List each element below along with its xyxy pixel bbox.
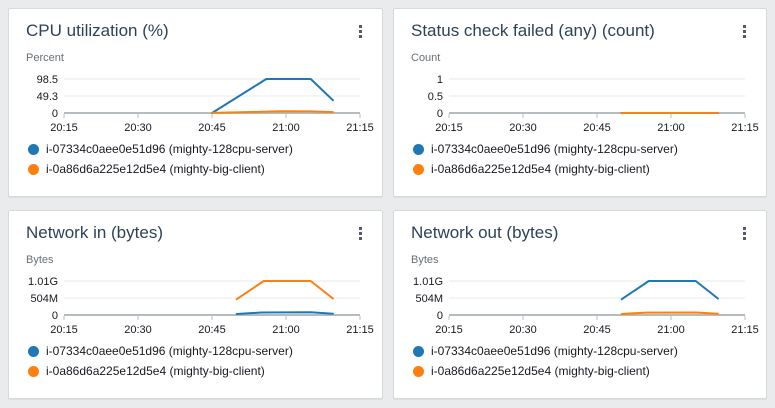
svg-text:504M: 504M [415, 293, 443, 305]
widget-title: Network out (bytes) [411, 223, 559, 242]
svg-text:20:15: 20:15 [435, 324, 463, 336]
y-axis-unit-label: Percent [26, 52, 64, 64]
svg-text:20:15: 20:15 [435, 122, 463, 134]
widget-title: Network in (bytes) [26, 223, 163, 242]
legend-color-dot [413, 346, 424, 357]
legend-item[interactable]: i-07334c0aee0e51d96 (mighty-128cpu-serve… [28, 344, 382, 359]
y-axis-unit-label: Bytes [411, 254, 439, 266]
legend: i-07334c0aee0e51d96 (mighty-128cpu-serve… [28, 344, 382, 379]
svg-text:20:15: 20:15 [50, 122, 78, 134]
svg-text:0: 0 [52, 310, 58, 322]
svg-text:20:30: 20:30 [124, 324, 152, 336]
legend-item[interactable]: i-07334c0aee0e51d96 (mighty-128cpu-serve… [413, 344, 766, 359]
svg-text:0: 0 [52, 108, 58, 120]
svg-text:21:00: 21:00 [657, 122, 685, 134]
widget-network-in: Network in (bytes) Bytes 1.01G 504M 0 20:15… [8, 210, 383, 399]
svg-text:49.3: 49.3 [37, 91, 58, 103]
legend: i-07334c0aee0e51d96 (mighty-128cpu-serve… [28, 142, 382, 177]
svg-text:20:45: 20:45 [198, 324, 226, 336]
kebab-menu-icon [359, 25, 362, 38]
svg-text:20:30: 20:30 [509, 324, 537, 336]
legend-item[interactable]: i-07334c0aee0e51d96 (mighty-128cpu-serve… [413, 142, 766, 157]
svg-text:1.01G: 1.01G [413, 276, 443, 288]
widget-title: CPU utilization (%) [26, 21, 169, 40]
y-axis-unit-label: Bytes [26, 254, 54, 266]
legend-label: i-07334c0aee0e51d96 (mighty-128cpu-serve… [431, 142, 678, 156]
legend-color-dot [28, 346, 39, 357]
legend-label: i-07334c0aee0e51d96 (mighty-128cpu-serve… [431, 344, 678, 358]
widget-status-check-failed: Status check failed (any) (count) Count … [393, 8, 767, 197]
svg-text:1: 1 [437, 74, 443, 86]
svg-text:20:45: 20:45 [198, 122, 226, 134]
legend-label: i-0a86d6a225e12d5e4 (mighty-big-client) [46, 162, 265, 176]
legend-color-dot [413, 164, 424, 175]
legend-label: i-0a86d6a225e12d5e4 (mighty-big-client) [46, 364, 265, 378]
widget-header: Network in (bytes) [9, 211, 382, 245]
legend-item[interactable]: i-0a86d6a225e12d5e4 (mighty-big-client) [28, 162, 382, 177]
widget-menu-button[interactable] [737, 22, 752, 43]
widget-header: CPU utilization (%) [9, 9, 382, 43]
widget-title: Status check failed (any) (count) [411, 21, 655, 40]
svg-text:21:00: 21:00 [657, 324, 685, 336]
svg-text:20:45: 20:45 [583, 122, 611, 134]
svg-text:20:30: 20:30 [124, 122, 152, 134]
svg-text:21:15: 21:15 [346, 122, 374, 134]
legend-color-dot [28, 366, 39, 377]
legend-item[interactable]: i-0a86d6a225e12d5e4 (mighty-big-client) [413, 364, 766, 379]
legend-label: i-07334c0aee0e51d96 (mighty-128cpu-serve… [46, 344, 293, 358]
svg-text:20:30: 20:30 [509, 122, 537, 134]
legend-color-dot [413, 366, 424, 377]
legend-color-dot [28, 144, 39, 155]
svg-text:20:45: 20:45 [583, 324, 611, 336]
widget-network-out: Network out (bytes) Bytes 1.01G 504M 0 20:1… [393, 210, 767, 399]
legend-label: i-0a86d6a225e12d5e4 (mighty-big-client) [431, 364, 650, 378]
kebab-menu-icon [743, 227, 746, 240]
legend-color-dot [413, 144, 424, 155]
network-out-line-chart[interactable]: 1.01G 504M 0 20:15 20:30 20:45 21:00 21:15 [402, 269, 759, 339]
status-check-failed-line-chart[interactable]: 1 0.5 0 20:15 20:30 20:45 21:00 21:15 [402, 67, 759, 137]
svg-text:21:15: 21:15 [731, 122, 759, 134]
legend-label: i-07334c0aee0e51d96 (mighty-128cpu-serve… [46, 142, 293, 156]
svg-text:21:00: 21:00 [272, 324, 300, 336]
legend-item[interactable]: i-0a86d6a225e12d5e4 (mighty-big-client) [28, 364, 382, 379]
widget-menu-button[interactable] [737, 224, 752, 245]
svg-text:504M: 504M [30, 293, 58, 305]
widget-cpu-utilization: CPU utilization (%) Percent 98.5 49.3 0 20:… [8, 8, 383, 197]
svg-text:21:15: 21:15 [731, 324, 759, 336]
svg-text:0: 0 [437, 108, 443, 120]
kebab-menu-icon [743, 25, 746, 38]
legend: i-07334c0aee0e51d96 (mighty-128cpu-serve… [413, 142, 766, 177]
svg-text:21:15: 21:15 [346, 324, 374, 336]
cpu-utilization-line-chart[interactable]: 98.5 49.3 0 20:15 20:30 20:45 21:00 21:15 [17, 67, 374, 137]
widget-header: Network out (bytes) [394, 211, 766, 245]
legend-item[interactable]: i-07334c0aee0e51d96 (mighty-128cpu-serve… [28, 142, 382, 157]
svg-text:21:00: 21:00 [272, 122, 300, 134]
svg-text:1.01G: 1.01G [28, 276, 58, 288]
legend-label: i-0a86d6a225e12d5e4 (mighty-big-client) [431, 162, 650, 176]
svg-text:0: 0 [437, 310, 443, 322]
kebab-menu-icon [359, 227, 362, 240]
svg-text:20:15: 20:15 [50, 324, 78, 336]
network-in-line-chart[interactable]: 1.01G 504M 0 20:15 20:30 20:45 21:00 21:15 [17, 269, 374, 339]
svg-text:98.5: 98.5 [37, 74, 58, 86]
widget-menu-button[interactable] [353, 224, 368, 245]
legend-item[interactable]: i-0a86d6a225e12d5e4 (mighty-big-client) [413, 162, 766, 177]
legend: i-07334c0aee0e51d96 (mighty-128cpu-serve… [413, 344, 766, 379]
y-axis-unit-label: Count [411, 52, 441, 64]
widget-header: Status check failed (any) (count) [394, 9, 766, 43]
svg-text:0.5: 0.5 [428, 91, 443, 103]
widget-menu-button[interactable] [353, 22, 368, 43]
legend-color-dot [28, 164, 39, 175]
